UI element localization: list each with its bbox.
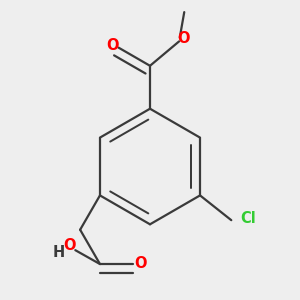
Text: H: H: [53, 245, 65, 260]
Text: O: O: [177, 31, 189, 46]
Text: O: O: [63, 238, 76, 253]
Text: Cl: Cl: [240, 211, 256, 226]
Text: O: O: [106, 38, 119, 53]
Text: O: O: [134, 256, 146, 271]
